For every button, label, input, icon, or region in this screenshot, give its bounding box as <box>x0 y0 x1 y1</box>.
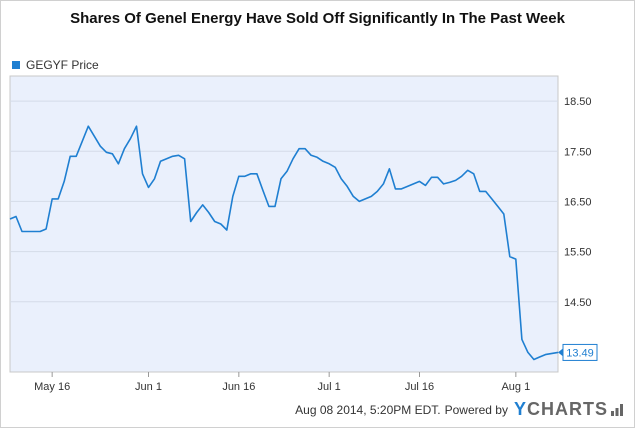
footer: Aug 08 2014, 5:20PM EDT. Powered by Y CHA… <box>295 399 623 420</box>
legend[interactable]: GEGYF Price <box>12 58 99 72</box>
legend-label: GEGYF Price <box>26 58 99 72</box>
powered-by-text: Powered by <box>444 402 508 417</box>
x-tick-label: Aug 1 <box>501 381 530 393</box>
y-tick-label: 17.50 <box>564 146 592 158</box>
y-tick-label: 18.50 <box>564 96 592 108</box>
x-tick-label: Jun 16 <box>222 381 255 393</box>
timestamp: Aug 08 2014, 5:20PM EDT. <box>295 402 441 417</box>
x-tick-label: Jul 16 <box>405 381 434 393</box>
chart-title: Shares Of Genel Energy Have Sold Off Sig… <box>70 10 565 27</box>
x-tick-label: Jun 1 <box>135 381 162 393</box>
legend-swatch <box>12 61 20 69</box>
plot-area <box>9 75 559 373</box>
x-tick-label: May 16 <box>34 381 70 393</box>
ycharts-logo[interactable]: Y CHARTS <box>514 399 623 420</box>
y-tick-label: 16.50 <box>564 196 592 208</box>
last-value-label: 13.49 <box>566 347 594 359</box>
y-tick-label: 14.50 <box>564 297 592 309</box>
y-tick-label: 15.50 <box>564 247 592 259</box>
ycharts-bars-icon <box>611 403 623 416</box>
ycharts-logo-text: CHARTS <box>527 399 608 419</box>
x-tick-label: Jul 1 <box>318 381 341 393</box>
ycharts-logo-y: Y <box>513 399 527 419</box>
series-line[interactable] <box>9 125 559 361</box>
last-value-pointer <box>558 348 563 357</box>
